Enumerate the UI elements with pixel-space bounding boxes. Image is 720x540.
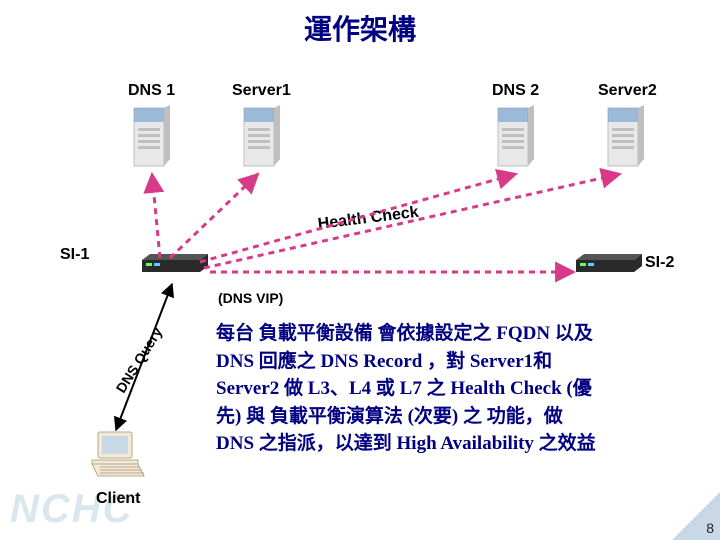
dns-query-label: DNS Query	[113, 324, 166, 395]
si2-label: SI-2	[645, 254, 674, 272]
client-label: Client	[96, 490, 140, 508]
page-number: 8	[706, 520, 714, 536]
client-computer-icon	[90, 430, 146, 491]
si1-label: SI-1	[60, 246, 89, 264]
line-a	[152, 174, 160, 258]
health-check-label: Health Check	[317, 204, 420, 234]
server1-server-icon	[238, 104, 282, 175]
si1-device-icon	[140, 252, 210, 283]
server2-server-icon	[602, 104, 646, 175]
si2-device-icon	[574, 252, 644, 283]
dns-vip-label: (DNS VIP)	[218, 290, 283, 306]
line-b	[170, 174, 258, 258]
dns2-server-icon	[492, 104, 536, 175]
dns1-server-icon	[128, 104, 172, 175]
server1-label: Server1	[232, 82, 291, 100]
title-text: 運作架構	[304, 15, 416, 46]
dns1-label: DNS 1	[128, 82, 175, 100]
server2-label: Server2	[598, 82, 657, 100]
dns2-label: DNS 2	[492, 82, 539, 100]
description-text: 每台 負載平衡設備 會依據設定之 FQDN 以及 DNS 回應之 DNS Rec…	[216, 320, 596, 458]
page-title: 運作架構	[0, 0, 720, 48]
